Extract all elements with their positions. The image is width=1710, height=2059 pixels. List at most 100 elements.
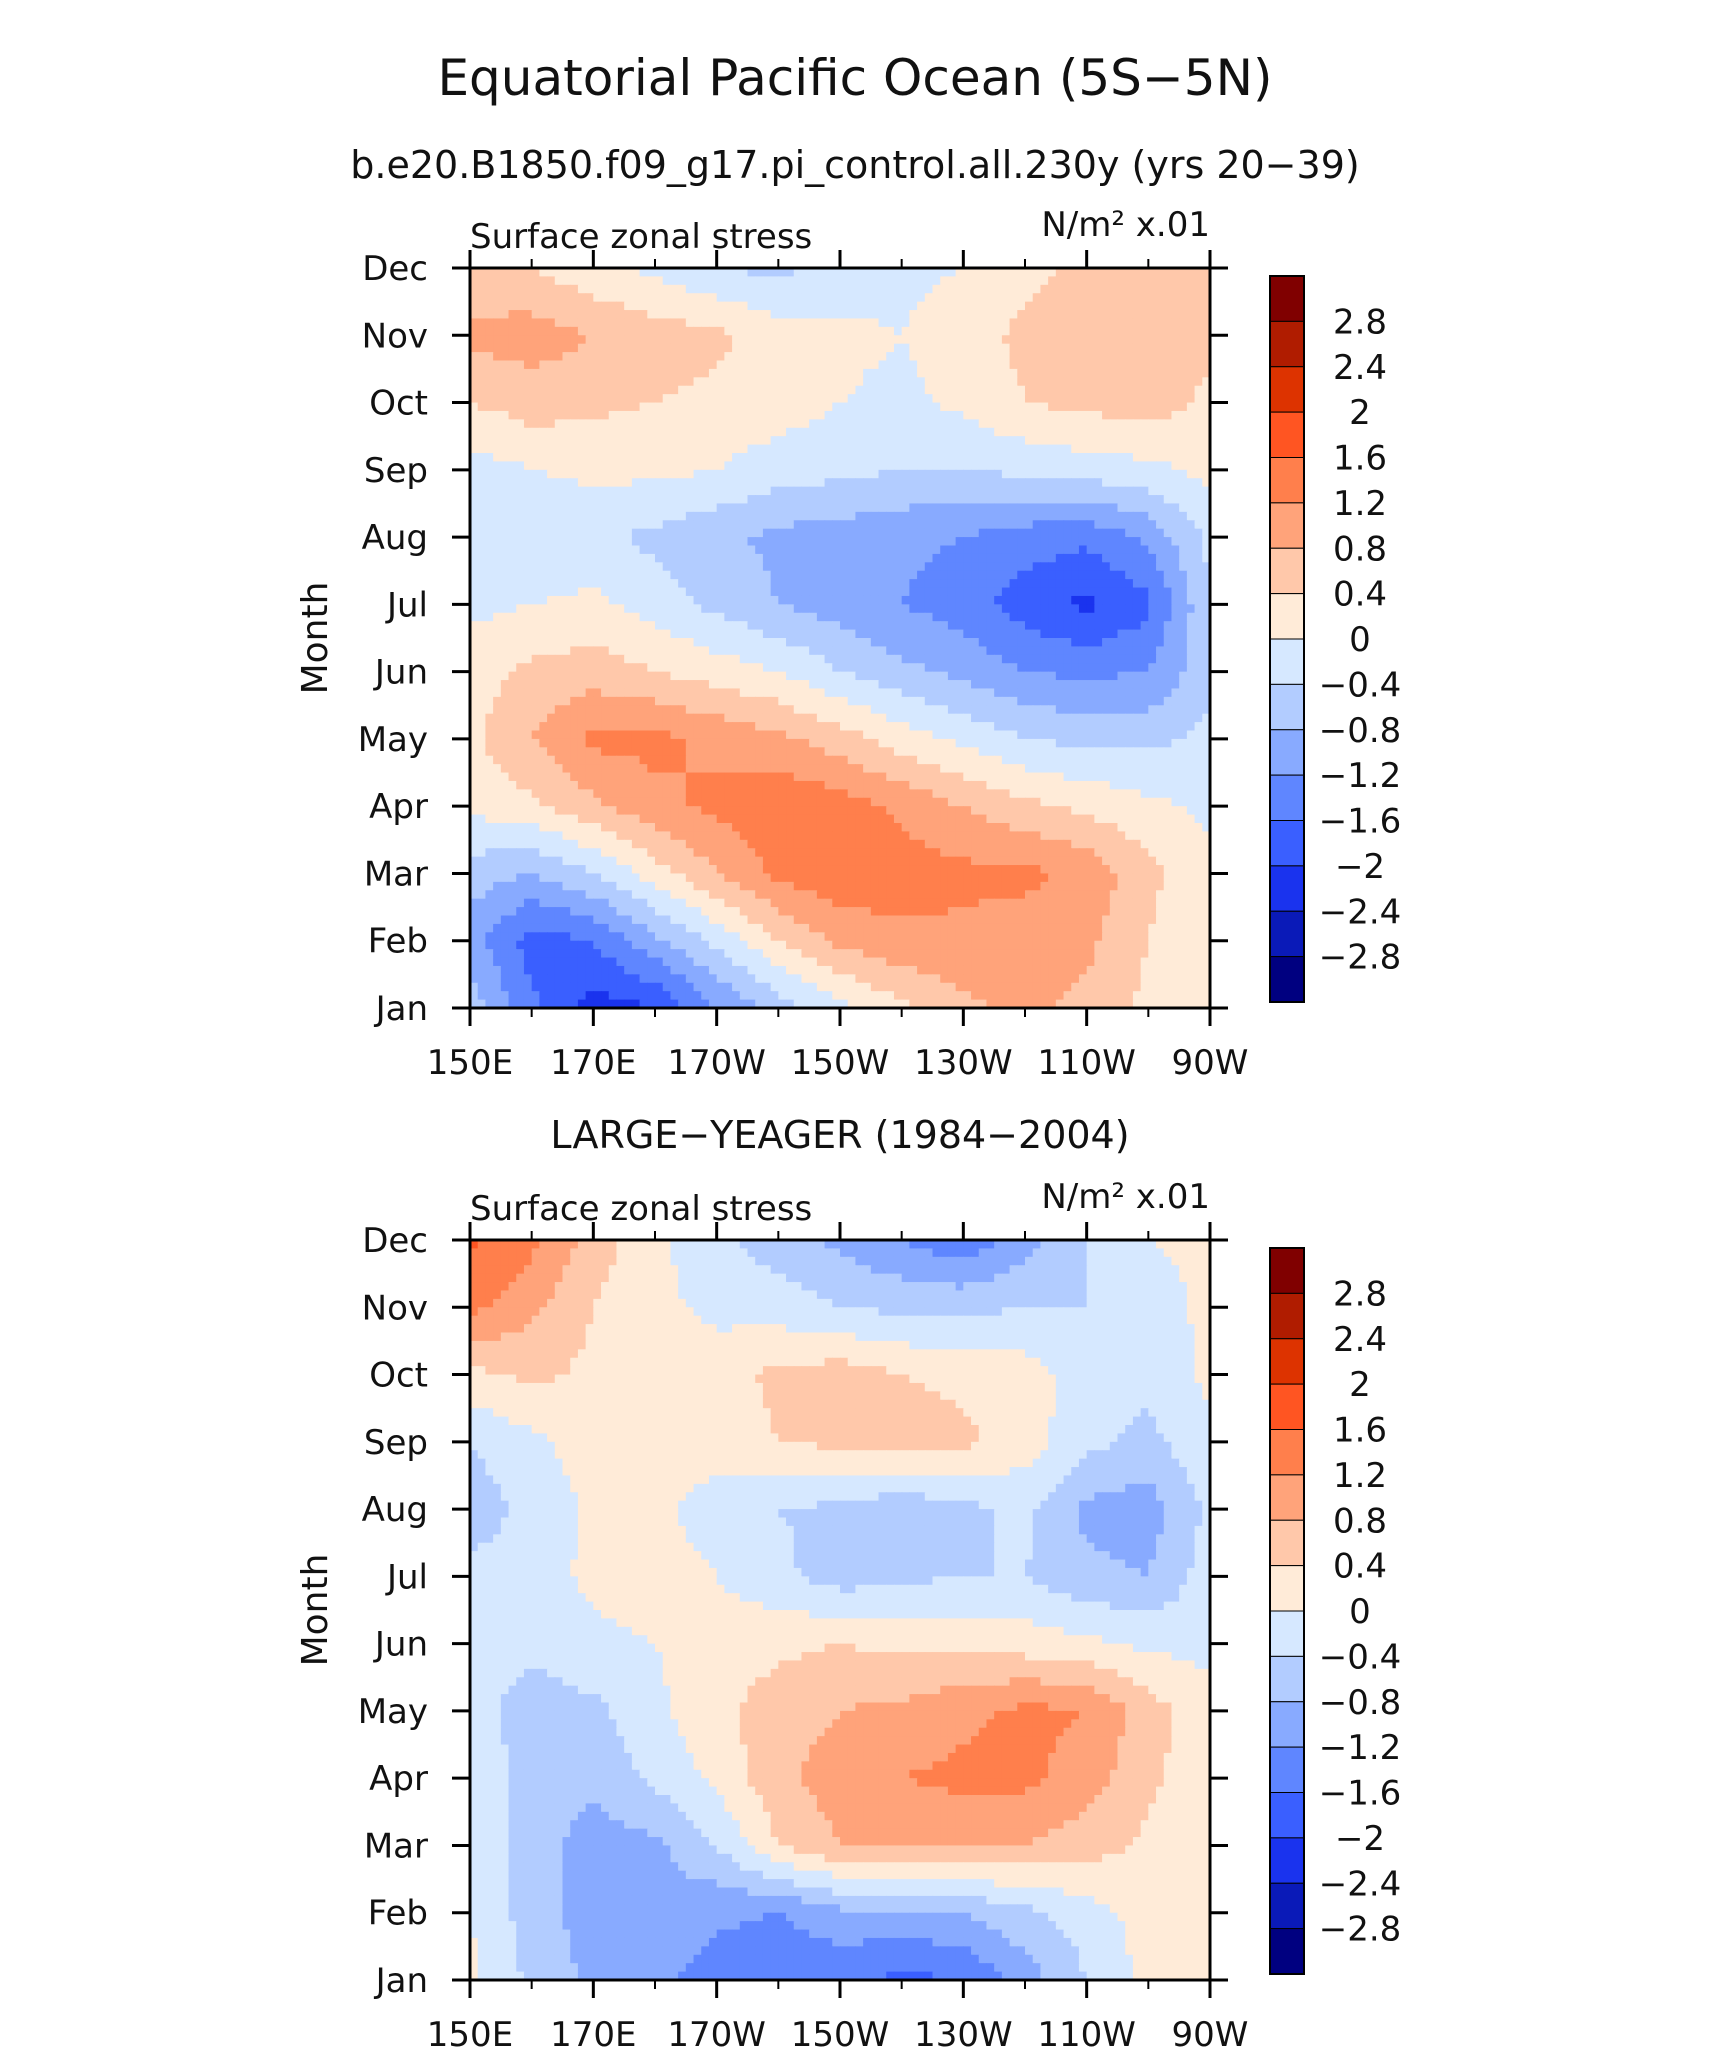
contour-cell (863, 520, 871, 529)
contour-cell (1094, 377, 1102, 386)
contour-cell (925, 428, 933, 437)
contour-cell (855, 646, 863, 655)
contour-cell (1087, 411, 1095, 420)
contour-cell (1056, 663, 1064, 672)
contour-cell (748, 453, 756, 462)
contour-cell (1025, 403, 1033, 412)
contour-cell (1179, 335, 1187, 344)
contour-cell (1048, 403, 1056, 412)
contour-cell (493, 411, 501, 420)
contour-cell (1010, 537, 1018, 546)
contour-cell (778, 554, 786, 563)
contour-cell (578, 411, 586, 420)
contour-cell (817, 487, 825, 496)
contour-cell (570, 403, 578, 412)
contour-cell (1002, 327, 1010, 336)
contour-cell (963, 445, 971, 454)
contour-cell (1179, 386, 1187, 395)
contour-cell (886, 520, 894, 529)
contour-cell (1133, 377, 1141, 386)
contour-cell (509, 596, 517, 605)
contour-cell (701, 293, 709, 302)
contour-cell (848, 318, 856, 327)
contour-cell (925, 318, 933, 327)
contour-cell (717, 327, 725, 336)
contour-cell (1179, 680, 1187, 689)
contour-cell (894, 436, 902, 445)
contour-cell (956, 470, 964, 479)
contour-cell (478, 672, 486, 681)
contour-cell (1148, 630, 1156, 639)
contour-cell (555, 318, 563, 327)
contour-cell (755, 638, 763, 647)
contour-cell (701, 302, 709, 311)
contour-cell (586, 411, 594, 420)
contour-cell (663, 579, 671, 588)
contour-cell (578, 453, 586, 462)
contour-cell (539, 428, 547, 437)
contour-cell (632, 495, 640, 504)
contour-cell (948, 655, 956, 664)
contour-cell (493, 285, 501, 294)
contour-cell (1102, 672, 1110, 681)
contour-cell (994, 276, 1002, 285)
contour-cell (678, 453, 686, 462)
contour-cell (1110, 461, 1118, 470)
contour-cell (701, 503, 709, 512)
contour-cell (539, 621, 547, 630)
contour-cell (855, 621, 863, 630)
contour-cell (786, 537, 794, 546)
contour-cell (971, 470, 979, 479)
contour-cell (570, 646, 578, 655)
contour-cell (709, 697, 717, 706)
contour-cell (539, 302, 547, 311)
contour-cell (994, 419, 1002, 428)
contour-cell (586, 276, 594, 285)
contour-cell (986, 596, 994, 605)
contour-cell (1002, 445, 1010, 454)
contour-cell (801, 403, 809, 412)
contour-cell (825, 386, 833, 395)
contour-cell (1071, 318, 1079, 327)
contour-cell (871, 386, 879, 395)
contour-cell (809, 512, 817, 521)
contour-cell (1079, 394, 1087, 403)
contour-cell (1141, 377, 1149, 386)
contour-cell (879, 529, 887, 538)
contour-cell (686, 562, 694, 571)
contour-cell (1156, 562, 1164, 571)
contour-cell (1179, 478, 1187, 487)
contour-cell (670, 655, 678, 664)
contour-cell (609, 394, 617, 403)
contour-cell (663, 310, 671, 319)
contour-cell (570, 302, 578, 311)
contour-cell (894, 478, 902, 487)
contour-cell (1079, 680, 1087, 689)
contour-cell (1071, 335, 1079, 344)
contour-cell (994, 302, 1002, 311)
contour-cell (516, 562, 524, 571)
contour-cell (516, 537, 524, 546)
contour-cell (748, 554, 756, 563)
contour-cell (848, 394, 856, 403)
contour-cell (817, 302, 825, 311)
contour-cell (902, 445, 910, 454)
contour-cell (740, 461, 748, 470)
contour-cell (586, 419, 594, 428)
contour-cell (956, 672, 964, 681)
contour-cell (863, 470, 871, 479)
contour-cell (1056, 377, 1064, 386)
contour-cell (485, 697, 493, 706)
contour-cell (1102, 335, 1110, 344)
contour-cell (748, 310, 756, 319)
contour-cell (1179, 672, 1187, 681)
contour-cell (539, 630, 547, 639)
contour-cell (902, 453, 910, 462)
contour-cell (578, 554, 586, 563)
contour-cell (886, 495, 894, 504)
contour-cell (686, 403, 694, 412)
contour-cell (925, 487, 933, 496)
contour-cell (724, 495, 732, 504)
contour-cell (1110, 478, 1118, 487)
